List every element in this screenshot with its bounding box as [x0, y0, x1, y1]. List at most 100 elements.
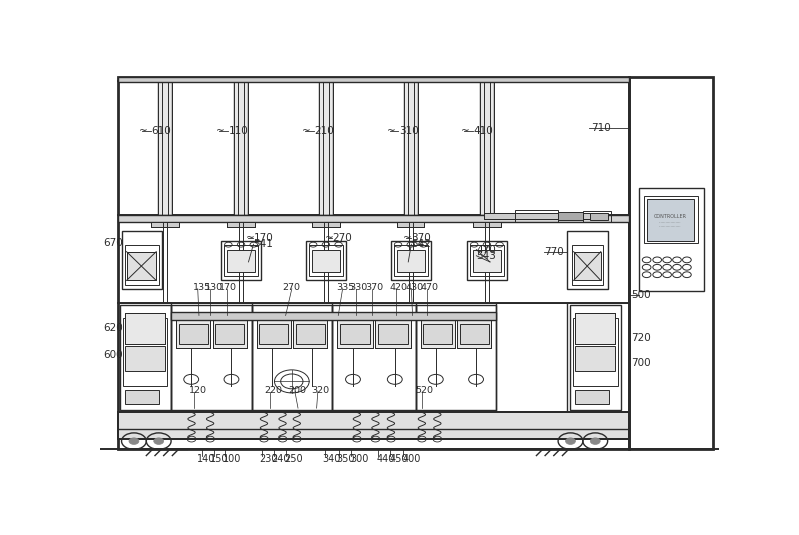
Bar [470, 246, 504, 277]
Text: 420: 420 [390, 283, 407, 292]
Text: 600: 600 [103, 350, 122, 360]
Bar [394, 246, 427, 277]
Text: ~: ~ [217, 126, 225, 136]
Circle shape [590, 438, 600, 445]
Bar [234, 81, 238, 215]
Bar [480, 81, 484, 215]
Bar [151, 222, 178, 227]
Text: 170: 170 [253, 233, 273, 243]
Bar [123, 318, 167, 386]
Text: 770: 770 [544, 247, 564, 257]
Bar [337, 319, 372, 348]
Bar [176, 319, 210, 348]
Text: ~: ~ [324, 233, 333, 243]
Bar [473, 222, 500, 227]
Text: 670: 670 [104, 239, 123, 248]
Bar [375, 319, 411, 348]
Bar [228, 222, 255, 227]
Bar [590, 213, 608, 220]
Bar [574, 346, 615, 371]
Text: 400: 400 [403, 454, 421, 464]
Bar [118, 215, 630, 222]
Bar [121, 305, 171, 410]
Bar [391, 241, 431, 280]
Bar [638, 188, 704, 291]
Text: 720: 720 [631, 333, 651, 343]
Bar [126, 251, 157, 280]
Text: 240: 240 [272, 454, 290, 464]
Text: 270: 270 [283, 283, 300, 292]
Text: 310: 310 [399, 126, 419, 136]
Bar [171, 305, 252, 410]
Text: 170: 170 [220, 283, 237, 292]
Bar [630, 77, 713, 449]
Bar [570, 305, 622, 410]
Bar [118, 412, 630, 439]
Bar [319, 81, 323, 215]
Text: ~: ~ [387, 126, 396, 136]
Text: 430: 430 [405, 283, 423, 292]
Bar [643, 196, 698, 243]
Bar [567, 231, 608, 289]
Bar [118, 77, 630, 449]
Bar [473, 249, 501, 272]
Bar [329, 81, 332, 215]
Bar [404, 81, 418, 215]
Text: ~: ~ [302, 126, 311, 136]
Text: 200: 200 [288, 386, 307, 395]
Text: 350: 350 [336, 454, 355, 464]
Bar [215, 324, 244, 345]
Text: 140: 140 [197, 454, 216, 464]
Bar [118, 303, 630, 412]
Text: 330: 330 [349, 283, 368, 292]
Bar [397, 249, 424, 272]
Bar [168, 81, 172, 215]
Bar [574, 314, 615, 345]
Text: 543: 543 [476, 251, 496, 261]
Bar [118, 215, 630, 222]
Bar [125, 346, 165, 371]
Bar [414, 81, 418, 215]
Bar [125, 314, 165, 345]
Bar [490, 81, 494, 215]
Bar [420, 319, 455, 348]
Text: 120: 120 [189, 386, 206, 395]
Bar [259, 324, 288, 345]
Text: 370: 370 [411, 233, 431, 243]
Bar [293, 319, 327, 348]
Bar [252, 305, 332, 410]
Bar [121, 231, 161, 289]
Bar [244, 81, 248, 215]
Bar [558, 212, 583, 220]
Text: 541: 541 [253, 239, 273, 249]
Bar [176, 319, 210, 348]
Text: ..................: .................. [659, 224, 682, 228]
Text: 335: 335 [336, 283, 355, 292]
Bar [329, 81, 332, 215]
Bar [457, 319, 491, 348]
Text: 620: 620 [103, 323, 123, 333]
Text: 320: 320 [312, 386, 330, 395]
Text: 470: 470 [420, 283, 439, 292]
Bar [118, 412, 630, 439]
Text: CONTROLLER: CONTROLLER [654, 214, 686, 219]
Bar [151, 222, 178, 227]
Bar [484, 212, 602, 219]
Text: 300: 300 [350, 454, 368, 464]
Bar [420, 319, 455, 348]
Bar [221, 241, 261, 280]
Text: 230: 230 [259, 454, 277, 464]
Bar [415, 305, 496, 410]
Bar [306, 241, 346, 280]
Bar [125, 246, 159, 285]
Text: 440: 440 [376, 454, 395, 464]
Text: 450: 450 [390, 454, 408, 464]
Bar [573, 318, 618, 386]
Bar [467, 241, 507, 280]
Bar [404, 81, 407, 215]
Bar [319, 81, 332, 215]
Text: 700: 700 [631, 358, 651, 368]
Bar [319, 81, 323, 215]
Text: ~: ~ [403, 233, 412, 243]
Bar [256, 319, 291, 348]
